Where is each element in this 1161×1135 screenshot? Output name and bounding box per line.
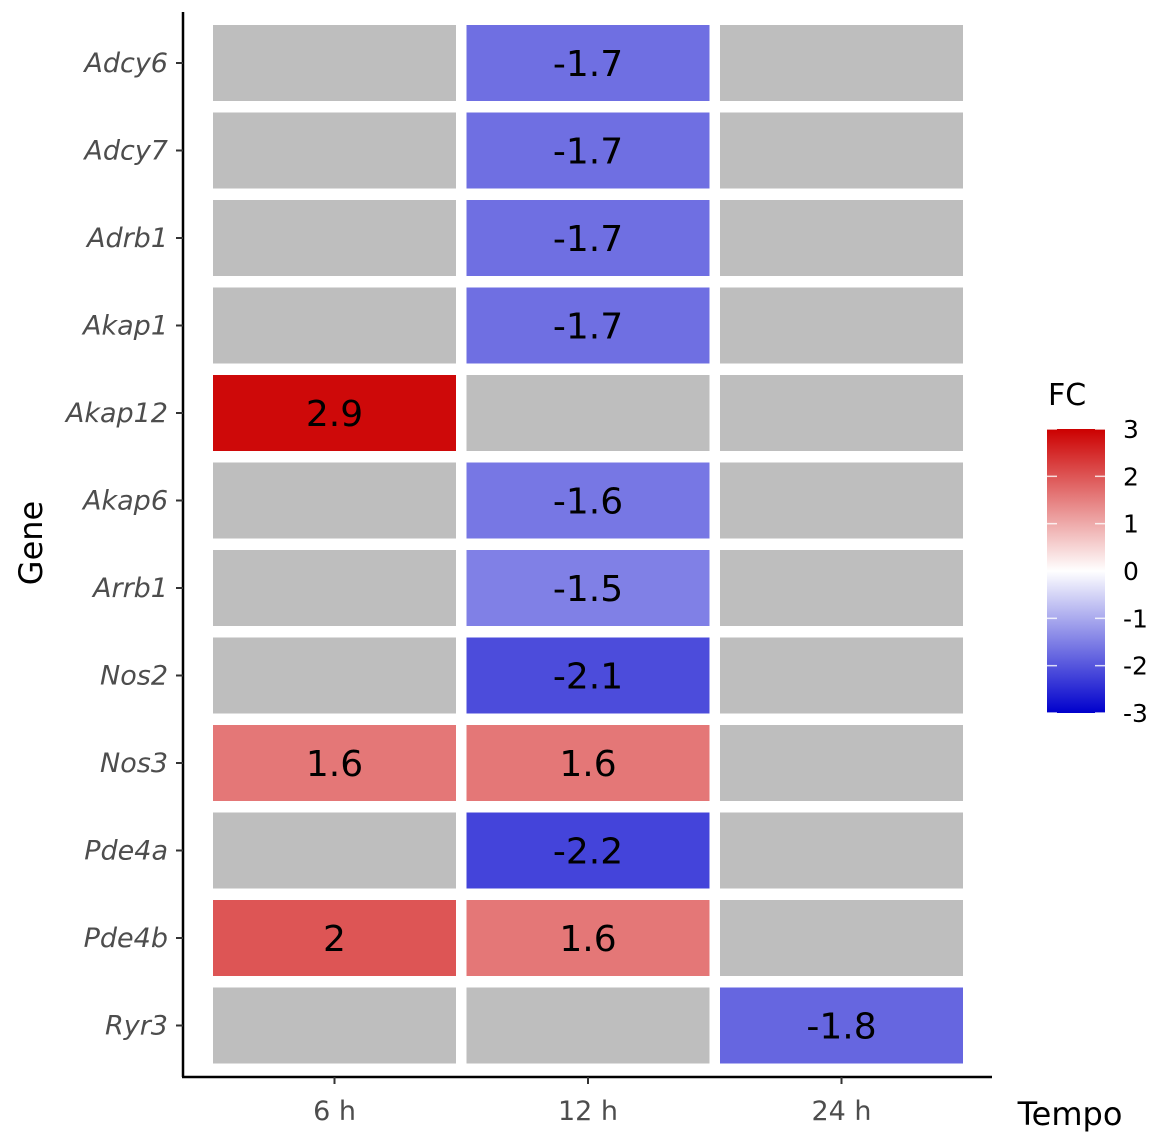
- heatmap-cell-pde4a-6-h: [213, 812, 456, 889]
- heatmap-cell-nos3-12-h: [466, 725, 710, 801]
- cell-value-label: -1.7: [553, 219, 623, 260]
- cell-value-label: -2.2: [553, 832, 623, 873]
- y-tick-label-akap6: Akap6: [81, 486, 168, 517]
- color-legend: FC 3 2 1 0 -1 -2 -3: [1047, 378, 1148, 728]
- y-tick-label-adcy7: Adcy7: [82, 136, 168, 167]
- heatmap-cell-nos2-24-h: [720, 637, 963, 714]
- y-tick-label-pde4b: Pde4b: [84, 923, 168, 954]
- heatmap-cell-nos2-6-h: [213, 637, 456, 714]
- heatmap-cell-akap6-24-h: [720, 462, 963, 539]
- cell-value-label: 1.6: [306, 744, 363, 785]
- heatmap-cell-akap1-12-h: [466, 287, 710, 364]
- cell-value-label: -2.1: [553, 657, 623, 698]
- heatmap-cell-adcy6-12-h: [466, 25, 710, 101]
- heatmap-cell-adcy7-24-h: [720, 112, 963, 189]
- cell-value-label: -1.7: [553, 307, 623, 348]
- x-tick-label-6-h: 6 h: [313, 1096, 356, 1127]
- heatmap-cell-akap1-24-h: [720, 287, 963, 364]
- x-axis-title: Tempo: [1017, 1095, 1123, 1133]
- heatmap-cell-akap6-12-h: [466, 462, 710, 539]
- x-tick-label-12-h: 12 h: [558, 1096, 618, 1127]
- heatmap-cell-pde4a-12-h: [466, 812, 710, 889]
- y-tick-label-pde4a: Pde4a: [84, 836, 168, 867]
- heatmap-cell-akap6-6-h: [213, 462, 456, 539]
- legend-title: FC: [1048, 378, 1086, 413]
- y-tick-label-adcy6: Adcy6: [82, 48, 168, 79]
- heatmap-cell-adcy6-24-h: [720, 25, 963, 101]
- heatmap-cell-arrb1-6-h: [213, 550, 456, 626]
- heatmap-cell-arrb1-24-h: [720, 550, 963, 626]
- heatmap-cell-nos3-24-h: [720, 725, 963, 801]
- cell-value-label: 1.6: [559, 744, 616, 785]
- heatmap-cell-adrb1-6-h: [213, 200, 456, 276]
- heatmap-cells: -1.7 -1.7 -1.7 -1.7 2.9 -1.6 -1.5 -2.1 1.6 1.6 -2.…: [213, 25, 963, 1064]
- heatmap-cell-akap1-6-h: [213, 287, 456, 364]
- legend-tick-label: 2: [1123, 462, 1139, 491]
- heatmap-cell-ryr3-12-h: [466, 987, 710, 1064]
- legend-tick-label: -1: [1123, 604, 1148, 633]
- heatmap-cell-pde4a-24-h: [720, 812, 963, 889]
- heatmap-cell-akap12-12-h: [466, 375, 710, 451]
- x-axis: 6 h 12 h 24 h: [182, 1075, 992, 1127]
- heatmap-cell-adrb1-12-h: [466, 200, 710, 276]
- y-tick-label-arrb1: Arrb1: [91, 573, 168, 604]
- heatmap-cell-nos2-12-h: [466, 637, 710, 714]
- heatmap-cell-akap12-6-h: [213, 375, 456, 451]
- y-tick-label-akap12: Akap12: [64, 398, 168, 429]
- cell-value-label: -1.8: [806, 1007, 876, 1048]
- cell-value-label: 2: [323, 919, 346, 960]
- heatmap-cell-adcy7-12-h: [466, 112, 710, 189]
- y-tick-label-adrb1: Adrb1: [85, 223, 168, 254]
- cell-value-label: -1.6: [553, 482, 623, 523]
- heatmap-cell-adcy6-6-h: [213, 25, 456, 101]
- legend-ticks: 3 2 1 0 -1 -2 -3: [1047, 415, 1148, 728]
- cell-value-label: 1.6: [559, 919, 616, 960]
- cell-value-label: -1.7: [553, 132, 623, 173]
- legend-tick-label: 3: [1123, 415, 1139, 444]
- y-tick-label-ryr3: Ryr3: [105, 1011, 168, 1042]
- x-tick-label-24-h: 24 h: [811, 1096, 871, 1127]
- cell-value-label: 2.9: [306, 394, 363, 435]
- heatmap-cell-ryr3-24-h: [720, 987, 963, 1064]
- legend-tick-label: -3: [1123, 699, 1148, 728]
- y-axis: Adcy6 Adcy7 Adrb1 Akap1 Akap12 Akap6 Arrb1 Nos2…: [64, 12, 185, 1077]
- legend-tick-label: 1: [1123, 510, 1139, 539]
- heatmap-cell-akap12-24-h: [720, 375, 963, 451]
- y-tick-label-nos3: Nos3: [100, 748, 168, 779]
- y-tick-label-nos2: Nos2: [100, 661, 168, 692]
- y-tick-label-akap1: Akap1: [81, 311, 168, 342]
- cell-value-label: -1.5: [553, 569, 623, 610]
- y-axis-title: Gene: [12, 501, 50, 585]
- heatmap-cell-adrb1-24-h: [720, 200, 963, 276]
- heatmap-cell-ryr3-6-h: [213, 987, 456, 1064]
- heatmap-cell-pde4b-6-h: [213, 900, 456, 976]
- heatmap-cell-nos3-6-h: [213, 725, 456, 801]
- legend-tick-label: -2: [1123, 652, 1148, 681]
- heatmap-cell-arrb1-12-h: [466, 550, 710, 626]
- legend-tick-label: 0: [1123, 557, 1139, 586]
- heatmap-cell-adcy7-6-h: [213, 112, 456, 189]
- cell-value-label: -1.7: [553, 44, 623, 85]
- heatmap-cell-pde4b-24-h: [720, 900, 963, 976]
- heatmap-cell-pde4b-12-h: [466, 900, 710, 976]
